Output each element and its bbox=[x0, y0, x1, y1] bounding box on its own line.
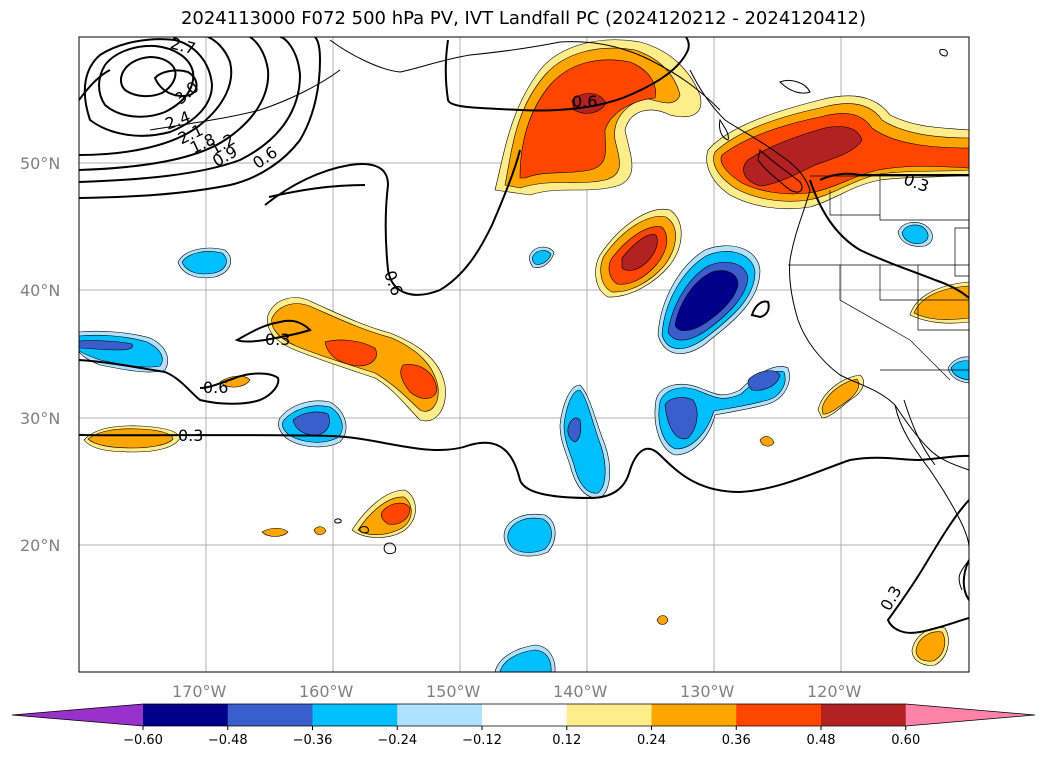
pv-contour-0.6-main bbox=[79, 37, 322, 199]
pv-contour-0.6-loop bbox=[264, 149, 521, 296]
pv-contour-0.6-gulf bbox=[444, 37, 690, 112]
longitude-labels: 170°W 160°W 150°W 140°W 130°W 120°W bbox=[172, 682, 862, 701]
colorbar-tick-label: 0.24 bbox=[637, 733, 666, 748]
contour-label: 2.7 bbox=[168, 33, 198, 58]
pv-contour-0.6-west bbox=[79, 359, 280, 405]
colorbar-tick-label: −0.36 bbox=[293, 733, 333, 748]
colorbar: −0.60 −0.48 −0.36 −0.24 −0.12 0.12 0.24 0.36 0.4… bbox=[11, 703, 1036, 748]
negative-pc-regions bbox=[79, 222, 969, 672]
colorbar-extend-max bbox=[905, 704, 1035, 726]
map-frame bbox=[78, 36, 970, 673]
pv-contour-0.3-baja bbox=[886, 499, 969, 634]
lon-label: 150°W bbox=[426, 682, 481, 701]
colorbar-tick-label: 0.12 bbox=[552, 733, 581, 748]
colorbar-swatch bbox=[566, 704, 652, 726]
colorbar-swatch bbox=[736, 704, 822, 726]
colorbar-tick-label: −0.60 bbox=[123, 733, 163, 748]
contour-label: 0.6 bbox=[203, 378, 228, 397]
pv-contour-0.3-east bbox=[809, 179, 969, 299]
lon-label: 170°W bbox=[172, 682, 227, 701]
lat-label: 30°N bbox=[20, 409, 60, 428]
pv-contour-0.3-south bbox=[79, 434, 969, 500]
pv-high-rings bbox=[79, 37, 302, 183]
map-title: 2024113000 F072 500 hPa PV, IVT Landfall… bbox=[180, 8, 867, 29]
colorbar-tick-label: −0.12 bbox=[462, 733, 502, 748]
latitude-labels: 50°N 40°N 30°N 20°N bbox=[20, 154, 60, 555]
colorbar-tick-label: −0.24 bbox=[377, 733, 417, 748]
colorbar-swatch bbox=[312, 704, 398, 726]
colorbar-swatch bbox=[482, 704, 568, 726]
lat-label: 20°N bbox=[20, 536, 60, 555]
contour-labels: 2.7 3.0 2.4 2.1 1.8 1.2 0.9 0.6 0.6 0.6 … bbox=[162, 33, 931, 614]
pv-contour-0.3-west bbox=[234, 319, 312, 343]
lat-label: 40°N bbox=[20, 281, 60, 300]
pv-contour-small-loop bbox=[750, 300, 770, 319]
pv-contours bbox=[79, 37, 969, 634]
colorbar-swatch bbox=[651, 704, 737, 726]
colorbar-swatch bbox=[397, 704, 483, 726]
colorbar-extend-min bbox=[12, 704, 143, 726]
colorbar-tick-label: −0.48 bbox=[208, 733, 248, 748]
colorbar-swatch bbox=[143, 704, 229, 726]
colorbar-swatch bbox=[821, 704, 907, 726]
lon-label: 160°W bbox=[299, 682, 354, 701]
colorbar-swatch bbox=[227, 704, 313, 726]
contour-label: 0.3 bbox=[265, 330, 290, 349]
lon-label: 140°W bbox=[553, 682, 608, 701]
contour-label: 0.6 bbox=[572, 92, 597, 111]
coastlines bbox=[149, 39, 969, 591]
lat-label: 50°N bbox=[20, 154, 60, 173]
lon-label: 120°W bbox=[807, 682, 862, 701]
contour-label: 0.3 bbox=[178, 426, 203, 445]
colorbar-tick-label: 0.60 bbox=[891, 733, 920, 748]
map-area: 2.7 3.0 2.4 2.1 1.8 1.2 0.9 0.6 0.6 0.6 … bbox=[79, 33, 969, 672]
colorbar-tick-label: 0.48 bbox=[807, 733, 836, 748]
colorbar-tick-label: 0.36 bbox=[722, 733, 751, 748]
lon-label: 130°W bbox=[680, 682, 735, 701]
